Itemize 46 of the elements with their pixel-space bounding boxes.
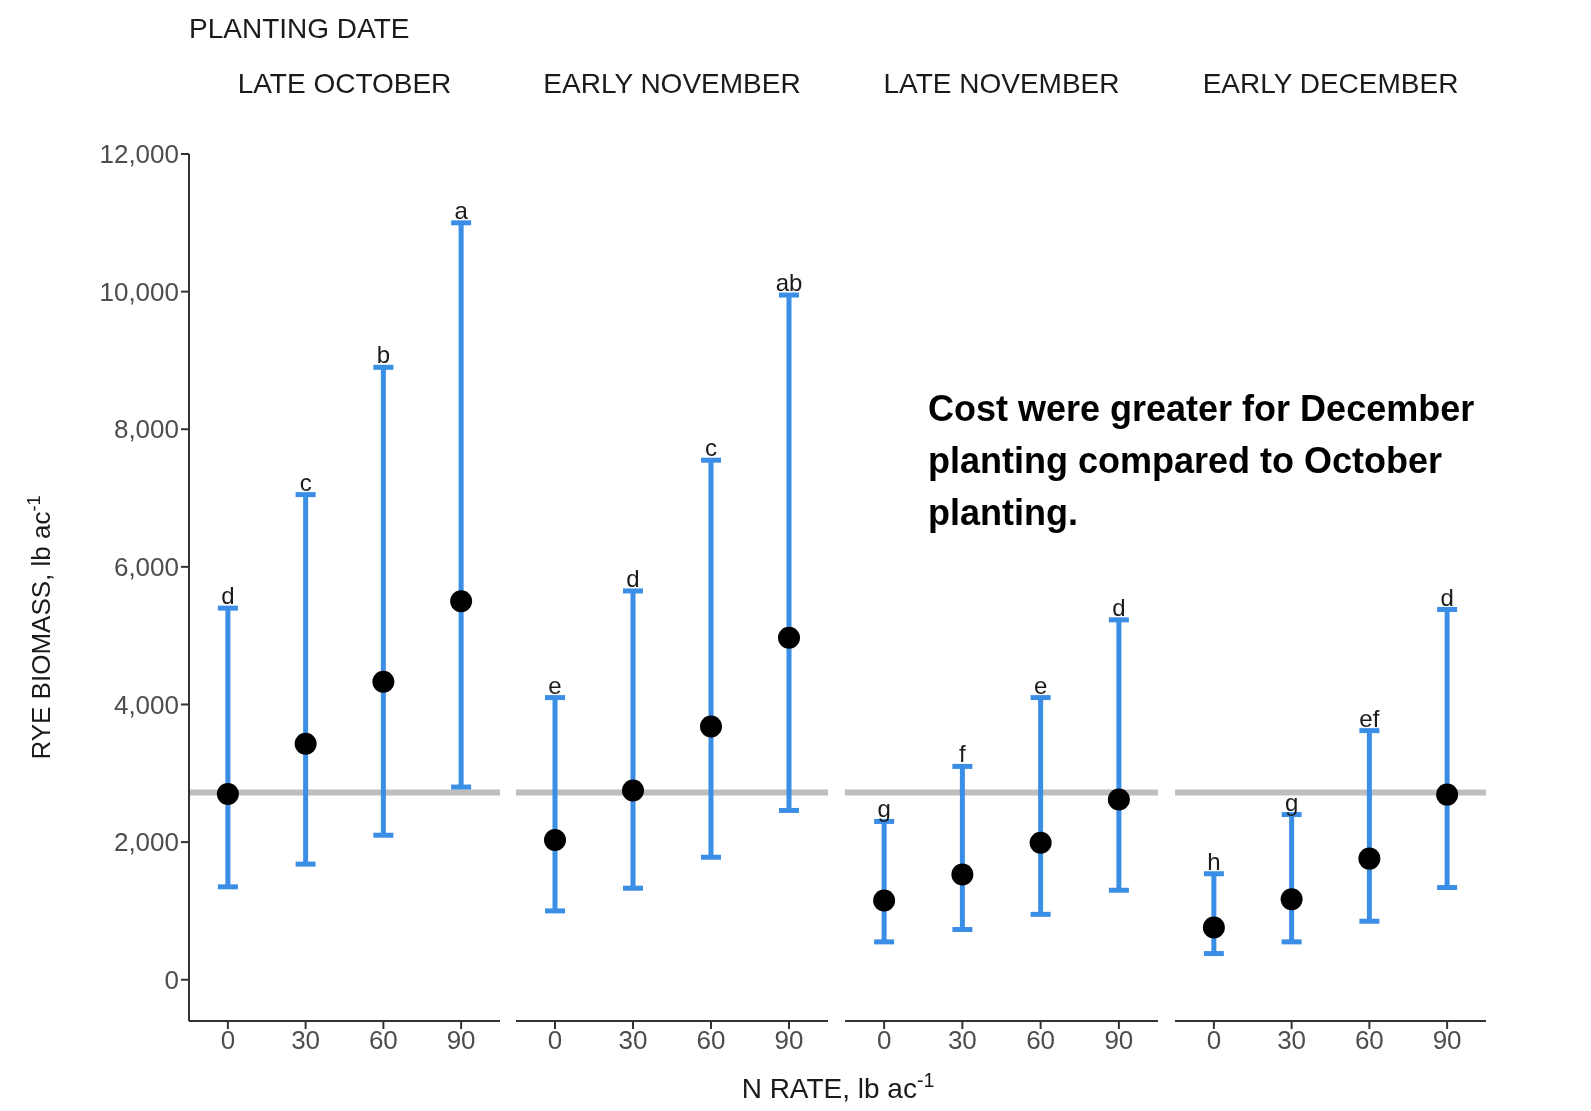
annotation: ab: [775, 269, 803, 297]
annotation: d: [626, 564, 640, 592]
x-tick-label: 90: [446, 1025, 476, 1056]
x-tick-label: 60: [1354, 1025, 1384, 1056]
y-tick-label: 6,000: [113, 552, 179, 583]
annotation: h: [1207, 847, 1221, 875]
y-tick-label: 4,000: [113, 689, 179, 720]
annotation: g: [877, 795, 891, 823]
chart-title: EARLY DECEMBER: [1201, 68, 1460, 100]
x-tick-label: 0: [876, 1025, 892, 1056]
y-tick-label: 8,000: [113, 414, 179, 445]
x-tick-label: 30: [291, 1025, 321, 1056]
x-tick-label: 60: [368, 1025, 398, 1056]
x-tick-label: 0: [220, 1025, 236, 1056]
annotation: a: [454, 196, 469, 224]
annotation: d: [1440, 583, 1454, 611]
annotation: Cost were greater for December planting compared to October planting.: [928, 387, 1476, 535]
chart-title: EARLY NOVEMBER: [542, 68, 802, 100]
x-tick-label: 60: [1026, 1025, 1056, 1056]
annotation: e: [548, 671, 562, 699]
annotation: ef: [1359, 704, 1380, 732]
annotation: b: [376, 341, 391, 369]
chart-title: LATE OCTOBER: [236, 68, 453, 100]
annotation: g: [1284, 788, 1299, 816]
x-tick-label: 60: [696, 1025, 726, 1056]
y-tick-label: 12,000: [99, 139, 179, 170]
x-tick-label: 30: [947, 1025, 977, 1056]
annotation: d: [221, 582, 235, 610]
y-tick-label: 2,000: [113, 827, 179, 858]
x-tick-label: 0: [547, 1025, 563, 1056]
x-tick-label: 90: [1432, 1025, 1462, 1056]
annotation: e: [1033, 671, 1048, 699]
x-tick-label: 0: [1206, 1025, 1222, 1056]
y-tick-label: 0: [164, 964, 179, 995]
x-tick-label: 90: [774, 1025, 804, 1056]
x-tick-label: 30: [1277, 1025, 1307, 1056]
annotation: f: [959, 740, 967, 768]
chart-title: LATE NOVEMBER: [882, 68, 1121, 100]
x-tick-label: 30: [618, 1025, 648, 1056]
annotation: c: [299, 468, 312, 496]
annotation: c: [705, 434, 717, 462]
x-axis-title: N RATE, lb ac$^{-1}$: [741, 1069, 935, 1104]
annotation: d: [1112, 593, 1126, 621]
x-tick-label: 90: [1104, 1025, 1134, 1056]
text: PLANTING DATE: [189, 13, 410, 45]
y-tick-label: 10,000: [99, 276, 179, 307]
